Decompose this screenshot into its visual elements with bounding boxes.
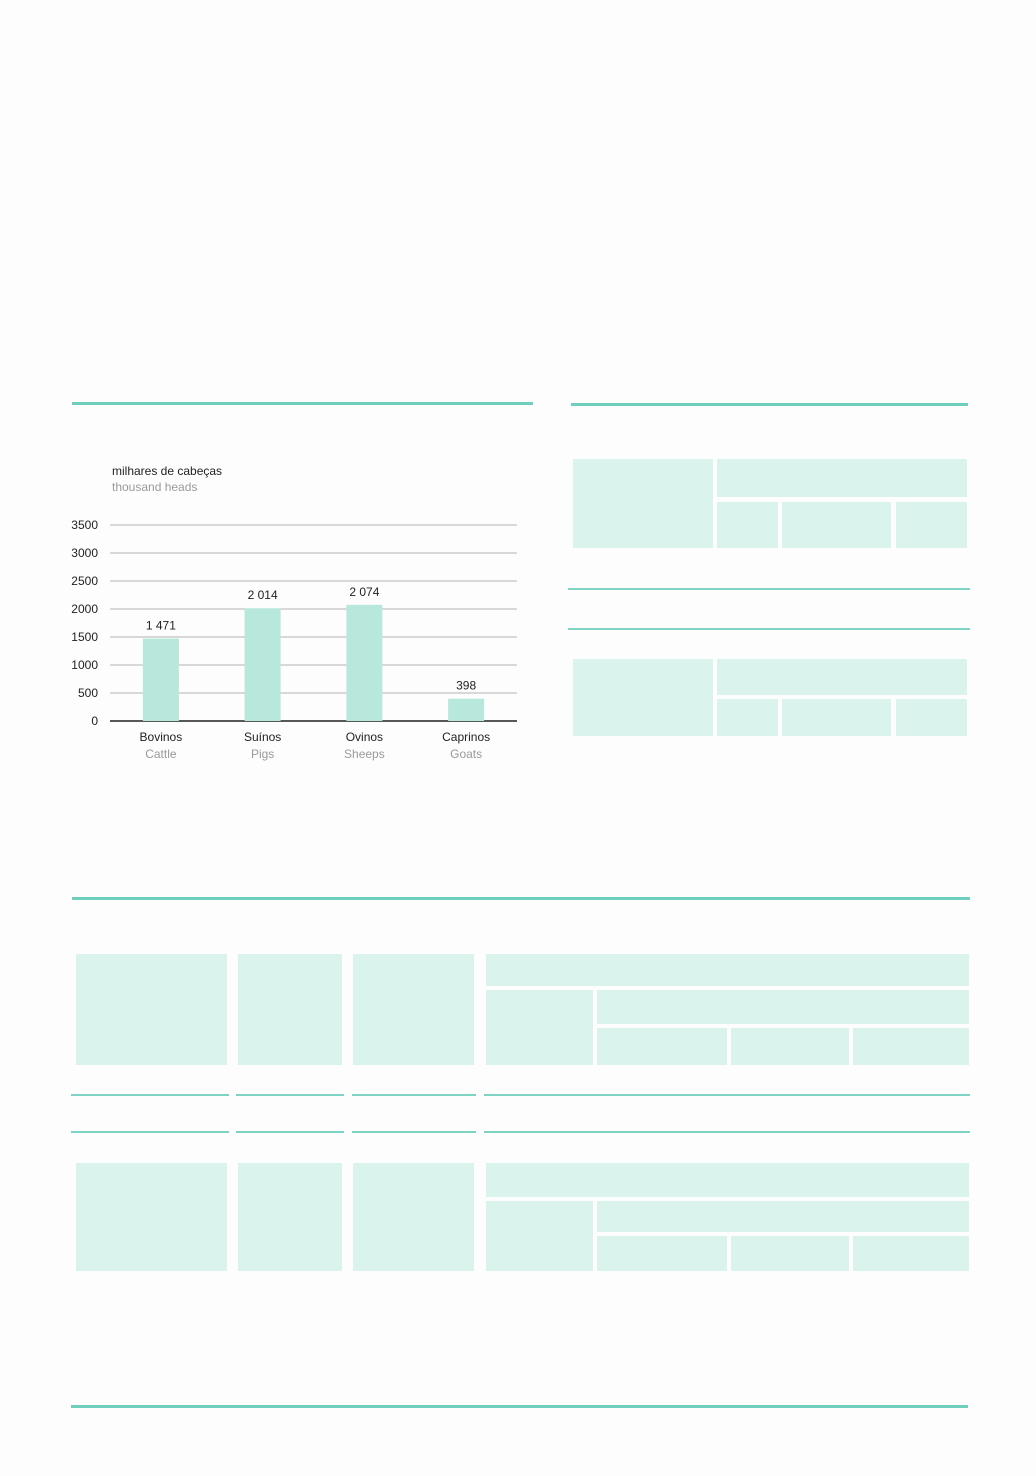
table2-footer-cell-8 <box>731 1236 849 1271</box>
table2-rule-1d <box>484 1094 970 1096</box>
table1-footer-cell-e <box>896 699 967 736</box>
table1-rule-1 <box>568 588 970 590</box>
table2-header-cell-4 <box>486 954 969 986</box>
y-tick-label: 3000 <box>71 546 98 560</box>
table2-header-cell-2 <box>238 954 342 1065</box>
y-tick-label: 2000 <box>71 602 98 616</box>
bar-value-label: 398 <box>456 679 476 693</box>
bar-value-label: 2 074 <box>349 585 379 599</box>
table2-rule-1a <box>71 1094 229 1096</box>
table2-rule-1b <box>236 1094 344 1096</box>
x-tick-label-en: Pigs <box>251 747 274 761</box>
chart-top-rule <box>72 402 533 405</box>
table2-header-cell-3 <box>353 954 474 1065</box>
table2-rule-2c <box>352 1131 476 1133</box>
bar <box>346 604 383 721</box>
x-tick-label: Bovinos <box>140 730 183 744</box>
table2-footer-cell-3 <box>353 1163 474 1271</box>
bar-value-label: 2 014 <box>248 588 278 602</box>
table1-header-cell-b <box>717 459 967 497</box>
x-tick-label: Suínos <box>244 730 281 744</box>
bar <box>448 698 485 721</box>
table2-rule-2b <box>236 1131 344 1133</box>
bar <box>142 638 179 721</box>
table2-header-cell-6 <box>597 990 969 1024</box>
table2-rule-2a <box>71 1131 229 1133</box>
table1-footer-cell-d <box>782 699 891 736</box>
table2-top-rule <box>72 897 970 900</box>
table1-footer-cell-a <box>573 659 713 736</box>
bar <box>244 608 281 721</box>
livestock-bar-chart: milhares de cabeças thousand heads 0 500 1… <box>71 464 517 761</box>
table2-footer-cell-9 <box>853 1236 969 1271</box>
table1-footer-cell-c <box>717 699 778 736</box>
y-tick-label: 2500 <box>71 574 98 588</box>
y-tick-label: 500 <box>78 686 98 700</box>
y-tick-label: 1500 <box>71 630 98 644</box>
table2-footer-cell-6 <box>597 1201 969 1232</box>
page-bottom-rule <box>71 1405 968 1408</box>
table2-header-cell-9 <box>853 1028 969 1065</box>
bar-value-label: 1 471 <box>146 619 176 633</box>
table2-header-cell-8 <box>731 1028 849 1065</box>
y-tick-label: 0 <box>91 714 98 728</box>
x-tick-label-en: Sheeps <box>344 747 385 761</box>
table1-rule-2 <box>568 628 970 630</box>
table1-header-cell-d <box>782 502 891 548</box>
table2-footer-cell-2 <box>238 1163 342 1271</box>
y-tick-label: 3500 <box>71 518 98 532</box>
table2-rule-1c <box>352 1094 476 1096</box>
table1-header-cell-a <box>573 459 713 548</box>
table2-footer-cell-7 <box>597 1236 727 1271</box>
table1-footer-cell-b <box>717 659 967 695</box>
unit-label-en: thousand heads <box>112 480 197 494</box>
unit-label: milhares de cabeças <box>112 464 222 478</box>
table1-header-cell-e <box>896 502 967 548</box>
x-tick-label-en: Cattle <box>145 747 177 761</box>
x-tick-label: Caprinos <box>442 730 490 744</box>
y-tick-label: 1000 <box>71 658 98 672</box>
table2-footer-cell-4 <box>486 1163 969 1197</box>
x-tick-label-en: Goats <box>450 747 482 761</box>
table2-footer-cell-1 <box>76 1163 227 1271</box>
table2-header-cell-5 <box>486 990 593 1065</box>
table2-header-cell-7 <box>597 1028 727 1065</box>
table1-header-cell-c <box>717 502 778 548</box>
table2-footer-cell-5 <box>486 1201 593 1271</box>
table1-top-rule <box>571 403 968 406</box>
table2-rule-2d <box>484 1131 970 1133</box>
x-tick-label: Ovinos <box>346 730 383 744</box>
table2-header-cell-1 <box>76 954 227 1065</box>
